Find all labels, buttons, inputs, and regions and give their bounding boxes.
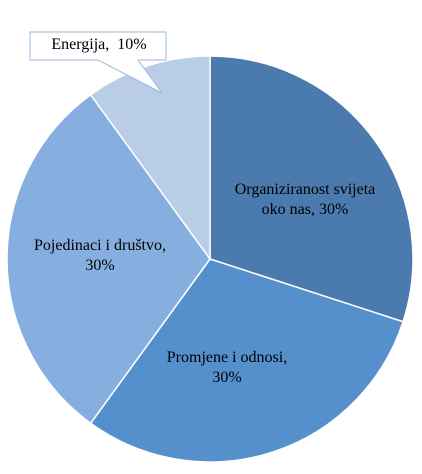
pie-slice [6, 93, 211, 425]
pie-slice [89, 258, 405, 463]
data-label: Pojedinaci i društvo, 30% [34, 237, 170, 274]
data-label: Promjene i odnosi, 30% [166, 349, 292, 386]
pie-slice [209, 55, 414, 323]
data-label: Organiziranost svijeta oko nas, 30% [234, 181, 384, 218]
data-label: Energija, 10% [51, 36, 147, 53]
